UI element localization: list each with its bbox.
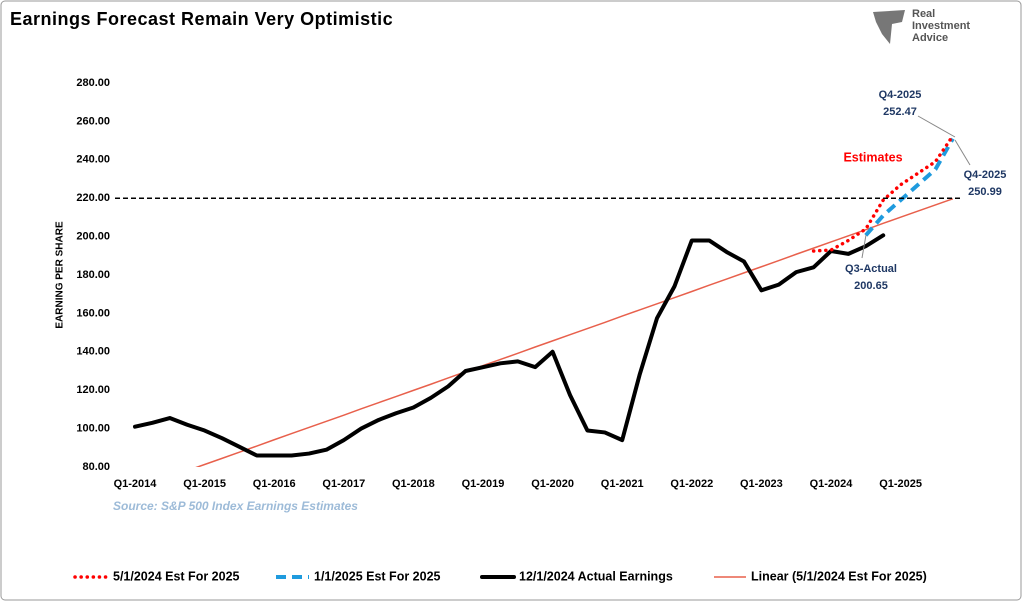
y-tick-label: 280.00: [76, 77, 110, 89]
y-axis-label: EARNING PER SHARE: [55, 221, 66, 329]
annotation: Q3-Actual: [845, 263, 897, 275]
x-tick-label: Q1-2018: [392, 478, 435, 490]
legend-label: 5/1/2024 Est For 2025: [113, 569, 240, 583]
annotation: 252.47: [883, 106, 917, 118]
legend-label: 12/1/2024 Actual Earnings: [519, 569, 673, 583]
y-tick-label: 140.00: [76, 346, 110, 358]
x-tick-label: Q1-2022: [670, 478, 713, 490]
leader-line: [917, 115, 956, 138]
source: Source: S&P 500 Index Earnings Estimates: [113, 499, 358, 513]
x-tick-label: Q1-2023: [740, 478, 783, 490]
y-tick-label: 100.00: [76, 423, 110, 435]
series-line: [811, 134, 955, 253]
x-tick-label: Q1-2024: [810, 478, 854, 490]
leader-line: [861, 234, 867, 259]
chart-title: Earnings Forecast Remain Very Optimistic: [10, 9, 393, 29]
leader-line: [954, 139, 971, 166]
logo-icon: [873, 10, 905, 44]
y-tick-label: 220.00: [76, 192, 110, 204]
x-tick-label: Q1-2020: [531, 478, 574, 490]
plot-area: [133, 134, 955, 467]
x-tick-label: Q1-2016: [253, 478, 296, 490]
x-tick-label: Q1-2025: [879, 478, 922, 490]
legend-label: Linear (5/1/2024 Est For 2025): [751, 569, 927, 583]
logo-text: Investment: [912, 20, 970, 32]
logo-text: Real: [912, 8, 935, 20]
annotation: Q4-2025: [879, 89, 922, 101]
series-line: [195, 198, 954, 467]
y-tick-label: 180.00: [76, 269, 110, 281]
y-tick-label: 120.00: [76, 384, 110, 396]
series-line: [133, 233, 886, 458]
legend-label: 1/1/2025 Est For 2025: [314, 569, 441, 583]
logo: Real Investment Advice: [873, 8, 970, 44]
y-tick-label: 80.00: [82, 461, 110, 473]
x-tick-label: Q1-2021: [601, 478, 644, 490]
annotation: Q4-2025: [964, 169, 1007, 181]
annotation: 250.99: [968, 186, 1002, 198]
x-tick-label: Q1-2014: [114, 478, 158, 490]
x-tick-label: Q1-2017: [322, 478, 365, 490]
x-tick-label: Q1-2019: [462, 478, 505, 490]
x-tick-label: Q1-2015: [183, 478, 226, 490]
annotation: Estimates: [843, 150, 902, 164]
y-tick-label: 160.00: [76, 307, 110, 319]
y-tick-label: 200.00: [76, 231, 110, 243]
annotation: 200.65: [854, 280, 888, 292]
y-tick-label: 260.00: [76, 115, 110, 127]
y-tick-label: 240.00: [76, 154, 110, 166]
logo-text: Advice: [912, 32, 948, 44]
series-line: [864, 137, 955, 237]
